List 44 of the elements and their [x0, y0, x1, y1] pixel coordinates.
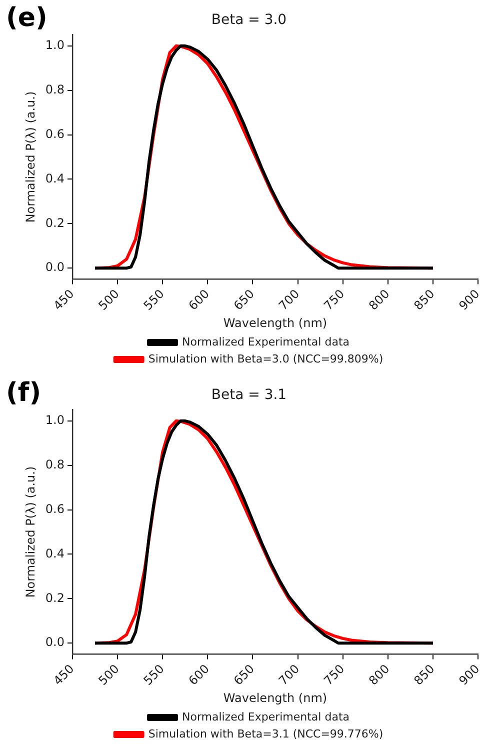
x-tick-label: 450	[50, 662, 77, 688]
x-tick-label: 900	[456, 662, 482, 688]
x-tick-label: 650	[230, 662, 258, 688]
x-tick-label: 550	[140, 662, 167, 688]
y-tick-label: 1.0	[45, 413, 64, 428]
x-tick-label: 650	[230, 286, 258, 313]
x-tick-label: 750	[321, 662, 348, 688]
x-tick-label: 600	[186, 662, 212, 688]
x-tick-label: 700	[276, 286, 302, 313]
x-tick-label: 850	[411, 286, 438, 313]
legend-label: Simulation with Beta=3.0 (NCC=99.809%)	[148, 352, 384, 366]
text: (f)	[6, 378, 42, 408]
x-tick-label: 500	[96, 662, 122, 688]
x-tick-label: 550	[140, 286, 167, 313]
legend-label: Simulation with Beta=3.1 (NCC=99.776%)	[148, 727, 384, 740]
x-tick-label: 500	[96, 286, 122, 313]
y-tick-label: 0.4	[45, 546, 64, 560]
y-tick-label: 0.8	[45, 457, 64, 472]
legend-label: Normalized Experimental data	[182, 335, 350, 348]
text: (e)	[6, 2, 48, 33]
y-tick-label: 0.2	[45, 216, 64, 230]
x-tick-label: 700	[276, 662, 302, 688]
y-tick-label: 0.2	[45, 590, 64, 605]
y-tick-label: 0.6	[45, 502, 64, 516]
x-tick-label: 800	[366, 662, 392, 688]
y-tick-label: 0.4	[45, 171, 64, 186]
x-axis-title: Wavelength (nm)	[223, 316, 328, 330]
legend-label: Normalized Experimental data	[182, 710, 350, 724]
y-tick-label: 1.0	[45, 38, 64, 52]
y-axis-title: Normalized P(λ) (a.u.)	[23, 91, 38, 223]
x-tick-label: 450	[50, 286, 77, 313]
x-tick-label: 850	[411, 662, 438, 688]
y-axis-title: Normalized P(λ) (a.u.)	[23, 466, 38, 598]
y-tick-label: 0.8	[45, 82, 64, 96]
x-tick-label: 900	[456, 286, 482, 313]
y-tick-label: 0.6	[45, 126, 64, 141]
chart-title: Beta = 3.0	[211, 12, 287, 28]
x-tick-label: 750	[321, 286, 348, 313]
y-tick-label: 0.0	[45, 635, 64, 650]
y-tick-label: 0.0	[45, 260, 64, 274]
x-tick-label: 600	[186, 286, 212, 313]
x-tick-label: 800	[366, 286, 392, 313]
chart-title: Beta = 3.1	[211, 387, 287, 404]
x-axis-title: Wavelength (nm)	[223, 690, 328, 705]
